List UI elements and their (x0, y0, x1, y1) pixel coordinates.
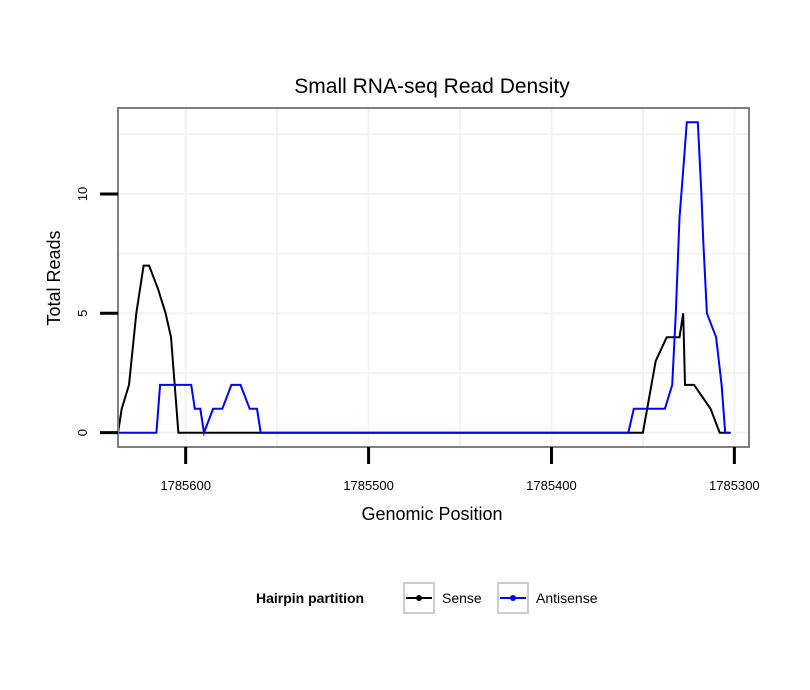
legend-title: Hairpin partition (256, 590, 364, 606)
x-tick-label: 1785300 (709, 478, 760, 493)
series-line-sense (117, 264, 731, 434)
series-line-antisense (118, 121, 729, 437)
legend-label-antisense: Antisense (536, 590, 598, 606)
y-tick-label: 5 (75, 310, 90, 317)
legend: Hairpin partition Sense Antisense (256, 582, 598, 614)
legend-item-sense: Sense (403, 582, 482, 614)
legend-label-sense: Sense (442, 590, 482, 606)
x-tick-label: 1785600 (160, 478, 211, 493)
x-tick-label: 1785400 (526, 478, 577, 493)
axis-ticks: 1785600 1785500 1785400 1785300 0 5 10 (75, 187, 760, 493)
x-axis-title: Genomic Position (361, 504, 502, 524)
chart-title: Small RNA-seq Read Density (294, 75, 570, 98)
data-series (117, 121, 731, 437)
y-tick-label: 0 (75, 429, 90, 436)
x-tick-label: 1785500 (343, 478, 394, 493)
legend-item-antisense: Antisense (497, 582, 598, 614)
legend-point-sense (416, 595, 422, 601)
legend-point-antisense (510, 595, 516, 601)
y-tick-label: 10 (75, 187, 90, 201)
y-axis-title: Total Reads (44, 230, 64, 325)
plot-panel-border (117, 107, 750, 448)
